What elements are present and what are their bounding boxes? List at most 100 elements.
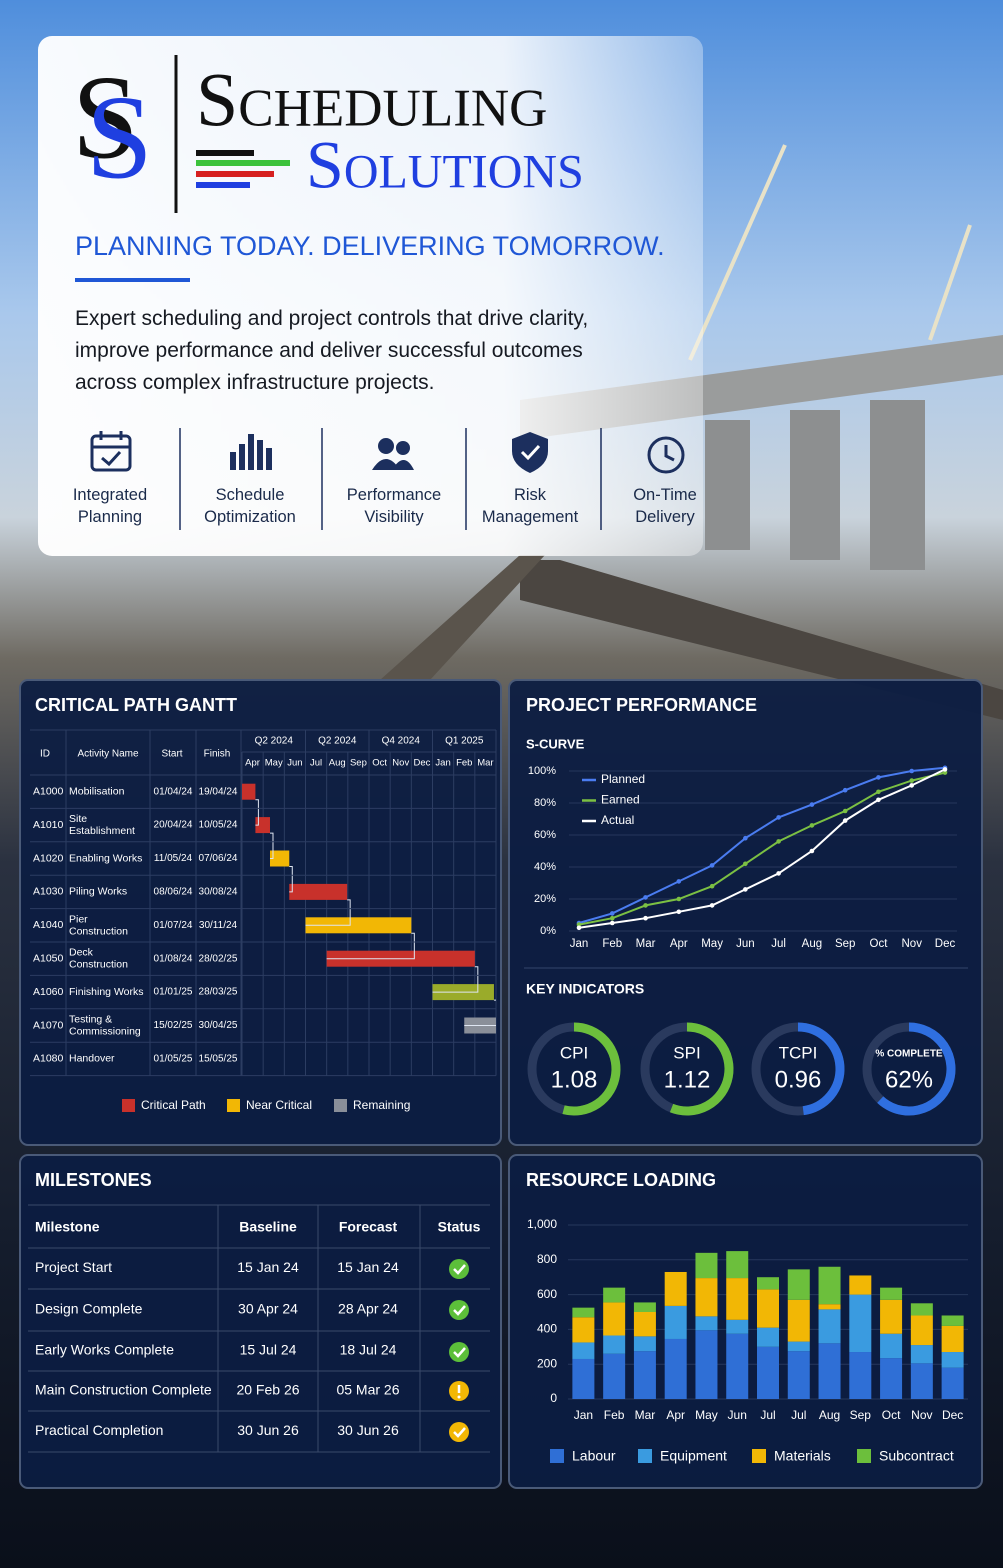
bar-segment <box>603 1302 626 1336</box>
bar-segment <box>757 1289 779 1328</box>
bar-segment <box>910 1345 933 1364</box>
task-id: A1010 <box>33 819 64 831</box>
bar-segment <box>603 1287 626 1303</box>
feature-label: Integrated Planning <box>72 486 148 526</box>
legend-swatch <box>227 1099 240 1112</box>
x-tick-label: Apr <box>666 1408 685 1422</box>
bar-segment <box>787 1269 810 1300</box>
task-finish: 30/11/24 <box>199 920 238 931</box>
y-tick-label: 600 <box>537 1287 557 1301</box>
gantt-bar <box>269 850 290 867</box>
column-header: Start <box>161 749 182 760</box>
y-tick-label: 60% <box>534 829 556 841</box>
dependency-link <box>326 932 415 960</box>
panel-title: PROJECT PERFORMANCE <box>526 695 757 715</box>
y-tick-label: 0% <box>540 925 556 937</box>
point <box>876 775 881 780</box>
point <box>609 920 615 926</box>
bar-segment <box>726 1278 749 1320</box>
table-cell: 30 Jun 26 <box>237 1422 299 1438</box>
month-label: Feb <box>456 758 472 769</box>
series-line <box>578 768 946 929</box>
kpi-value: 1.08 <box>551 1066 598 1093</box>
point <box>809 823 815 828</box>
month-label: Nov <box>392 758 409 769</box>
x-tick-label: Jul <box>791 1408 806 1422</box>
task-finish: 10/05/24 <box>199 820 238 831</box>
legend-label: Actual <box>601 813 634 827</box>
gantt-bar <box>255 817 270 834</box>
x-tick-label: Jan <box>570 938 589 950</box>
bar-segment <box>818 1304 841 1310</box>
brand-top: Scheduling <box>196 58 547 142</box>
bar-segment <box>941 1325 964 1353</box>
month-label: Sep <box>350 758 367 769</box>
x-tick-label: May <box>701 938 723 950</box>
table-cell: 30 Jun 26 <box>337 1422 399 1438</box>
bar-segment <box>726 1333 749 1399</box>
bar-segment <box>849 1352 872 1399</box>
legend-label: Critical Path <box>141 1098 206 1112</box>
gantt-bar <box>242 783 256 800</box>
y-tick-label: 200 <box>537 1356 557 1370</box>
point <box>743 887 748 892</box>
point <box>876 797 881 803</box>
kpi-value: 1.12 <box>664 1066 711 1093</box>
gauge-arc <box>562 1022 621 1116</box>
bar-segment <box>757 1277 779 1290</box>
column-header: Finish <box>204 749 231 760</box>
task-start: 08/06/24 <box>154 887 193 898</box>
month-label: Dec <box>413 758 430 769</box>
column-header: Forecast <box>339 1219 398 1235</box>
gantt-bars <box>242 783 496 1034</box>
kpi-name: SPI <box>673 1043 700 1062</box>
feature-dividers <box>179 428 602 530</box>
month-label: Jun <box>287 758 302 769</box>
task-id: A1030 <box>33 886 64 898</box>
legend-label: Near Critical <box>246 1098 312 1112</box>
task-start: 01/08/24 <box>154 953 193 964</box>
task-start: 11/05/24 <box>154 853 193 864</box>
table-cell: 30 Apr 24 <box>238 1301 298 1317</box>
table-cell: 28 Apr 24 <box>338 1301 398 1317</box>
x-tick-label: Jun <box>728 1408 747 1422</box>
bar-segment <box>849 1275 872 1295</box>
task-name: Pier Construction <box>69 913 128 937</box>
task-id: A1080 <box>33 1053 64 1065</box>
feature-label: Schedule Optimization <box>204 486 296 526</box>
point <box>909 783 915 788</box>
task-name: Mobilisation <box>69 785 125 797</box>
bar-segment <box>633 1336 656 1352</box>
bar-segment <box>910 1315 933 1346</box>
point <box>676 879 682 884</box>
task-name: Finishing Works <box>69 986 144 998</box>
bar-segment <box>603 1353 626 1399</box>
quarter-label: Q4 2024 <box>382 736 421 747</box>
point <box>809 848 815 854</box>
x-tick-label: Sep <box>850 1408 872 1422</box>
legend-swatch <box>122 1099 135 1112</box>
column-header: Milestone <box>35 1219 100 1235</box>
legend-swatch <box>857 1449 871 1463</box>
bar-segment <box>849 1294 872 1353</box>
panel-title: CRITICAL PATH GANTT <box>35 695 237 715</box>
column-header: Baseline <box>239 1219 297 1235</box>
chart-title: S-CURVE <box>526 736 585 751</box>
kpi-value: 62% <box>885 1066 933 1093</box>
point <box>609 911 615 916</box>
bar-segment <box>695 1316 718 1331</box>
y-tick-label: 1,000 <box>527 1217 557 1231</box>
bar-segment <box>941 1315 964 1326</box>
dependency-link <box>255 799 259 826</box>
x-tick-label: Mar <box>636 938 656 950</box>
x-tick-label: Oct <box>882 1408 901 1422</box>
legend-label: Labour <box>572 1448 616 1464</box>
bar-segment <box>633 1312 656 1337</box>
bar-segment <box>726 1319 749 1334</box>
bar-segment <box>880 1299 903 1334</box>
bar-segment <box>664 1271 687 1306</box>
point <box>643 895 648 900</box>
month-label: May <box>265 758 283 769</box>
month-label: Apr <box>245 758 260 769</box>
